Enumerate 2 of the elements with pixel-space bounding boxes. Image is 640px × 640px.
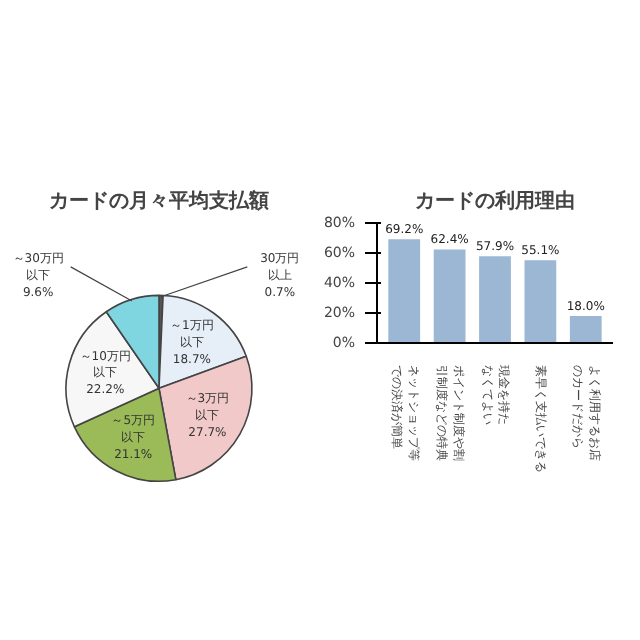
chart-title: カードの利用理由 <box>415 189 575 213</box>
chart-title: カードの月々平均支払額 <box>49 189 269 213</box>
